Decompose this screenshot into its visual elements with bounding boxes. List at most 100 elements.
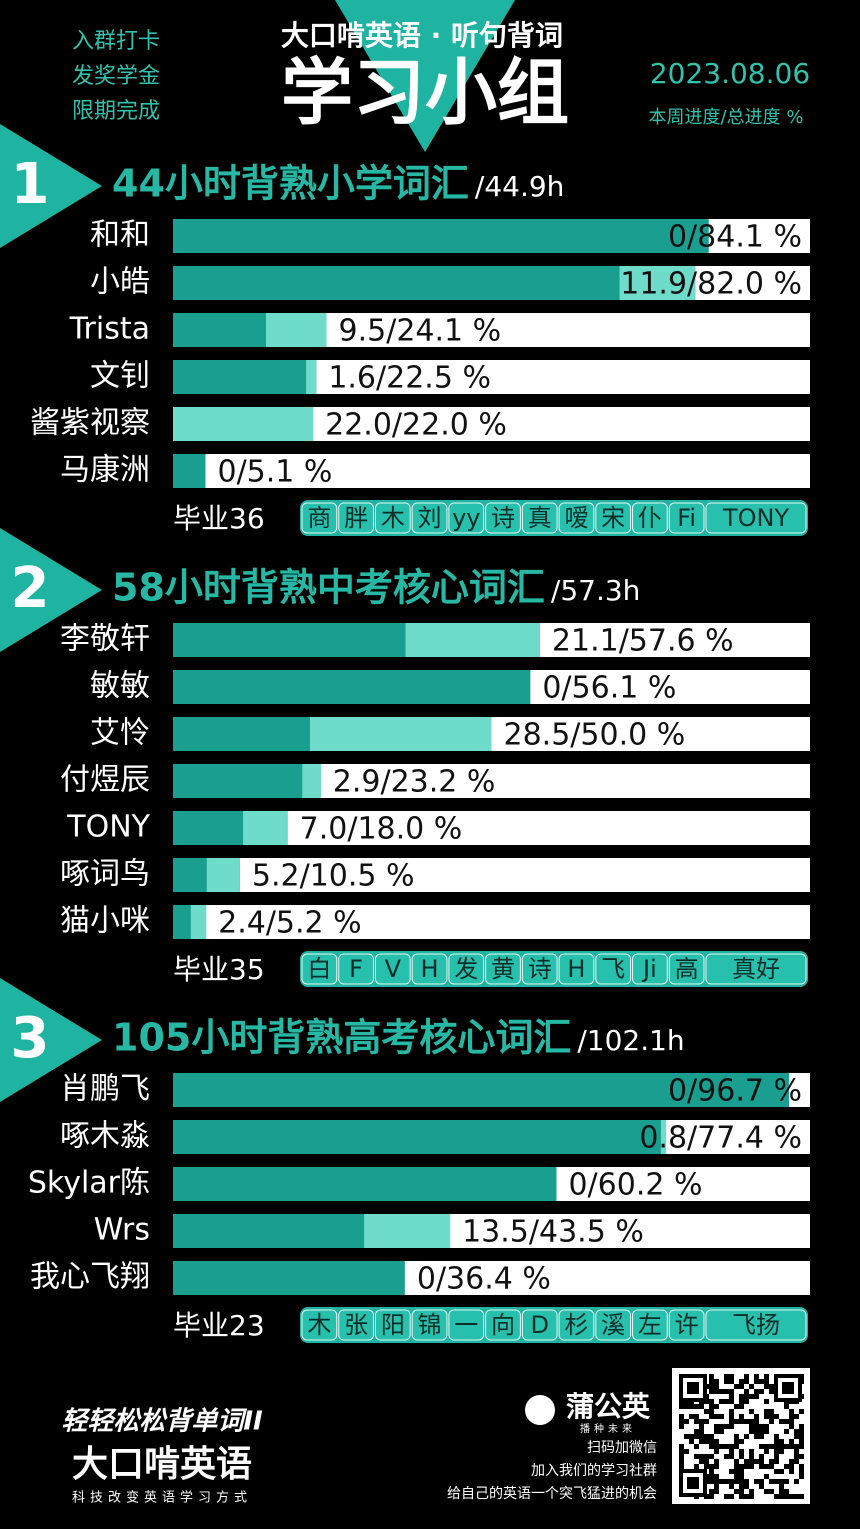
qr-cell [794, 1494, 799, 1499]
qr-cell [749, 1489, 754, 1494]
qr-cell [774, 1469, 779, 1474]
qr-cell [774, 1494, 779, 1499]
qr-cell [729, 1484, 734, 1489]
qr-cell [714, 1379, 719, 1384]
qr-cell [754, 1459, 759, 1464]
graduate-name: TONY [722, 504, 790, 532]
qr-cell [764, 1379, 769, 1384]
graduate-name: H [567, 955, 585, 983]
graduate-chip [374, 1309, 411, 1341]
qr-cell [739, 1454, 744, 1459]
qr-cell [769, 1479, 774, 1484]
row-name: 啄木淼 [60, 1119, 150, 1154]
graduate-chip [448, 1309, 485, 1341]
graduate-chip [485, 953, 521, 985]
qr-cell [754, 1389, 759, 1394]
qr-cell [749, 1424, 754, 1429]
date: 2023.08.06 [650, 57, 810, 90]
qr-cell [754, 1424, 759, 1429]
qr-cell [734, 1434, 739, 1439]
graduate-chip [338, 953, 374, 985]
graduate-chip [705, 953, 807, 985]
graduate-name: 向 [491, 1311, 515, 1339]
graduate-name: 发 [454, 955, 478, 983]
row-name: 艾怜 [90, 716, 150, 751]
bar-weekly [306, 360, 317, 394]
qr-cell [739, 1399, 744, 1404]
qr-finder [782, 1382, 794, 1394]
qr-cell [709, 1489, 714, 1494]
graduate-name: 仆 [638, 504, 662, 532]
qr-cell [679, 1419, 684, 1424]
qr-cell [729, 1424, 734, 1429]
graduate-chip [668, 502, 705, 534]
bar-track [173, 858, 810, 892]
graduate-chip [595, 502, 632, 534]
qr-cell [789, 1409, 794, 1414]
graduate-name: Fi [677, 504, 696, 532]
row-name: 敏敏 [90, 669, 150, 704]
graduate-name: 阳 [381, 1311, 405, 1339]
graduates-label: 毕业35 [173, 953, 265, 986]
bar-track [173, 454, 810, 488]
qr-cell [744, 1399, 749, 1404]
graduate-chip [301, 502, 338, 534]
qr-cell [694, 1454, 699, 1459]
qr-cell [724, 1379, 729, 1384]
qr-cell [764, 1414, 769, 1419]
qr-cell [759, 1379, 764, 1384]
qr-cell [684, 1404, 689, 1409]
graduate-name: 高 [675, 955, 699, 983]
partner-name: 蒲公英 [566, 1390, 651, 1423]
qr-cell [799, 1429, 804, 1434]
qr-cell [684, 1449, 689, 1454]
graduate-name: yy [452, 504, 480, 532]
brand-title: 大口啃英语 · 听句背词 [281, 19, 563, 52]
qr-cell [794, 1434, 799, 1439]
value-label: 2.4/5.2 % [218, 906, 362, 941]
qr-cell [759, 1464, 764, 1469]
qr-cell [754, 1434, 759, 1439]
section-number: 2 [11, 556, 50, 621]
qr-cell [694, 1434, 699, 1439]
qr-cell [749, 1384, 754, 1389]
graduate-name: 胖 [344, 504, 368, 532]
qr-cell [739, 1489, 744, 1494]
qr-cell [709, 1434, 714, 1439]
value-label: 0.8/77.4 % [639, 1121, 802, 1156]
qr-cell [759, 1484, 764, 1489]
qr-cell [699, 1454, 704, 1459]
qr-cell [759, 1444, 764, 1449]
graduates-label: 毕业23 [173, 1309, 265, 1342]
bar-total [173, 454, 206, 488]
value-label: 2.9/23.2 % [333, 765, 496, 800]
qr-cell [714, 1414, 719, 1419]
footer-line: 扫码加微信 [587, 1440, 657, 1456]
qr-cell [759, 1429, 764, 1434]
graduate-name: 一 [454, 1311, 478, 1339]
bar-weekly [243, 811, 288, 845]
qr-cell [769, 1444, 774, 1449]
graduates-label: 毕业36 [173, 502, 265, 535]
bar-weekly [206, 858, 240, 892]
qr-cell [689, 1434, 694, 1439]
qr-cell [739, 1379, 744, 1384]
qr-cell [709, 1379, 714, 1384]
qr-cell [799, 1469, 804, 1474]
qr-cell [679, 1449, 684, 1454]
graduate-chip [411, 502, 448, 534]
qr-cell [699, 1459, 704, 1464]
value-label: 28.5/50.0 % [504, 718, 686, 753]
qr-cell [759, 1434, 764, 1439]
value-label: 0/36.4 % [417, 1262, 551, 1297]
qr-cell [749, 1429, 754, 1434]
partner-tag: 播种未来 [580, 1422, 636, 1435]
qr-cell [719, 1444, 724, 1449]
qr-finder [687, 1477, 699, 1489]
qr-cell [689, 1414, 694, 1419]
qr-cell [694, 1404, 699, 1409]
graduate-chip [485, 1309, 521, 1341]
qr-cell [779, 1479, 784, 1484]
qr-cell [714, 1479, 719, 1484]
qr-cell [749, 1459, 754, 1464]
